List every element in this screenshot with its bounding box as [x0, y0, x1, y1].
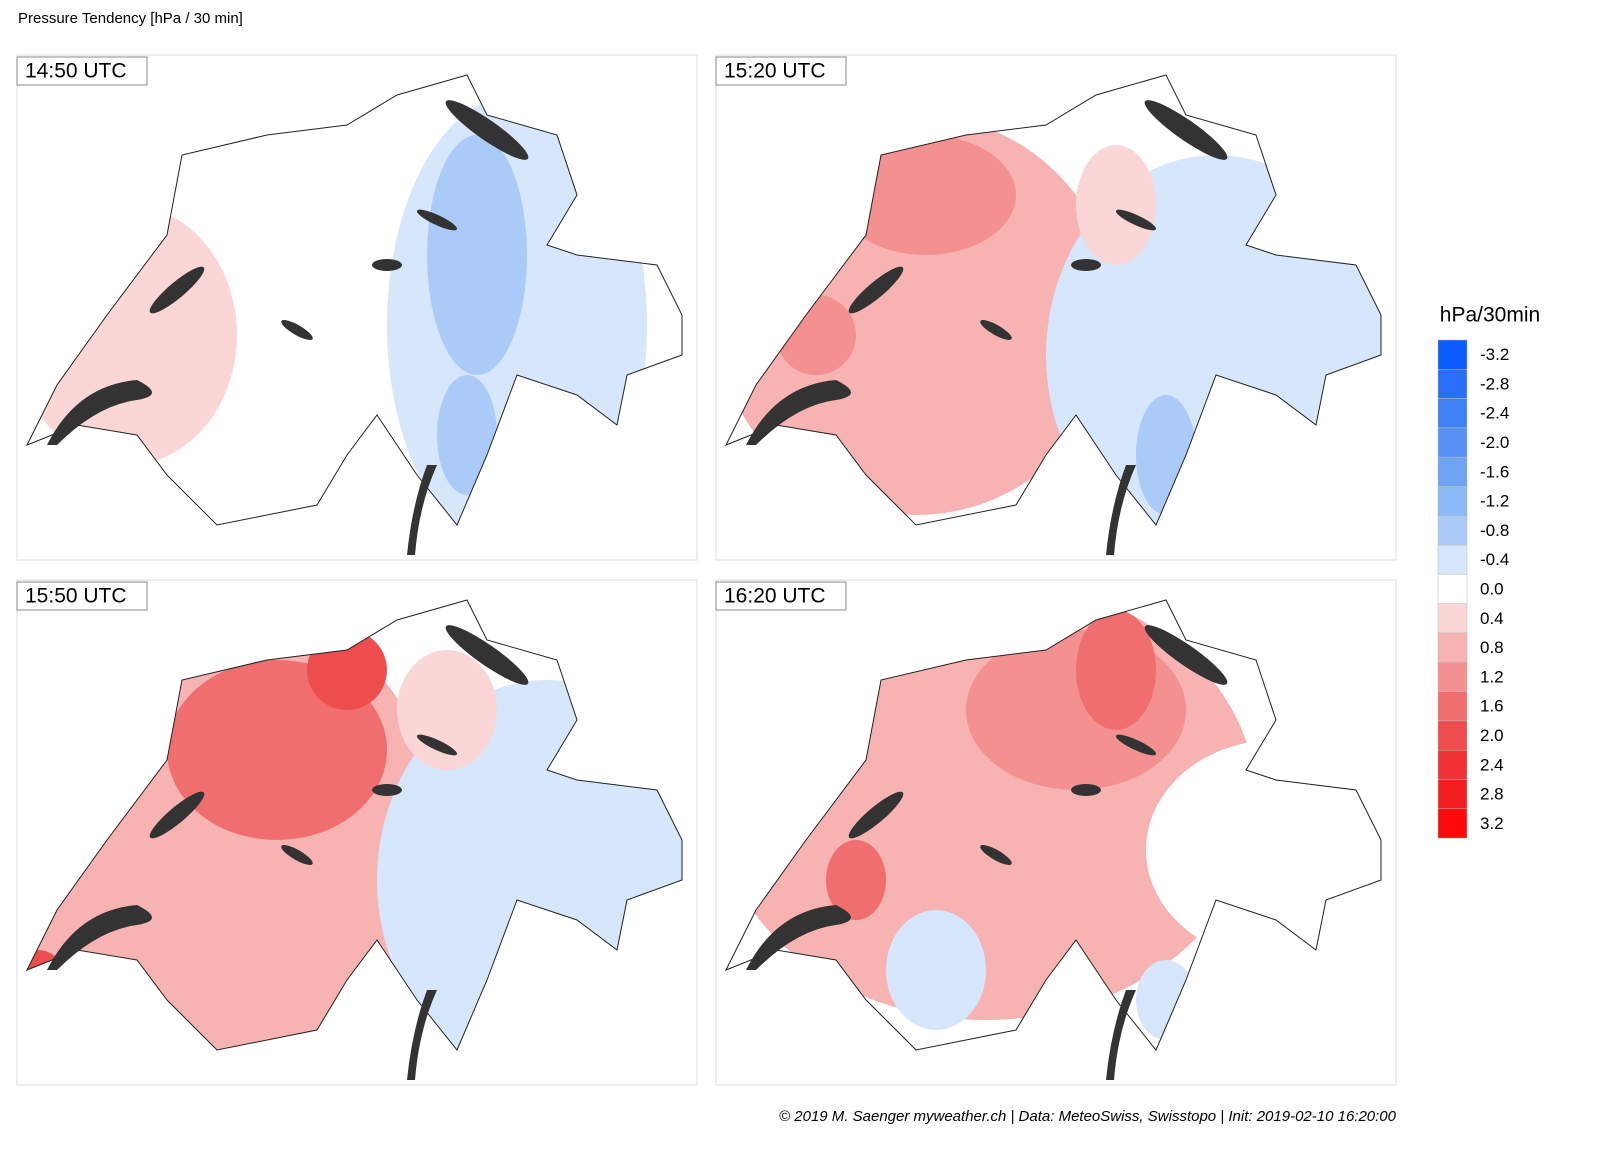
legend-label: 1.2: [1480, 667, 1504, 686]
legend-swatch: [1437, 515, 1468, 546]
panel-label: 16:20 UTC: [724, 585, 826, 608]
legend-label: 0.4: [1480, 609, 1504, 628]
figure-title: Pressure Tendency [hPa / 30 min]: [18, 10, 243, 27]
legend-label: 2.0: [1480, 726, 1504, 745]
panel: 14:50 UTC: [16, 54, 698, 561]
legend-swatch: [1437, 544, 1468, 575]
legend-swatch: [1437, 779, 1468, 810]
legend-swatch: [1437, 603, 1468, 634]
legend-label: -2.0: [1480, 433, 1509, 452]
legend-label: -2.4: [1480, 404, 1509, 423]
legend-swatch: [1437, 427, 1468, 458]
legend-swatch: [1437, 486, 1468, 517]
legend-swatch: [1437, 369, 1468, 399]
legend-swatch: [1437, 749, 1468, 780]
legend-label: 0.0: [1480, 580, 1504, 599]
legend-swatch: [1437, 691, 1468, 722]
legend-swatch: [1437, 574, 1468, 604]
legend-label: -1.6: [1480, 462, 1509, 481]
panel-label: 14:50 UTC: [25, 60, 127, 83]
legend-label: 3.2: [1480, 814, 1504, 833]
legend-swatch: [1437, 339, 1468, 370]
legend-swatch: [1437, 456, 1468, 487]
legend-label: -1.2: [1480, 492, 1509, 511]
panel-label: 15:50 UTC: [25, 585, 127, 608]
legend-label: 2.4: [1480, 755, 1504, 774]
legend-label: -3.2: [1480, 345, 1509, 364]
legend-title: hPa/30min: [1440, 304, 1540, 327]
panel: 16:20 UTC: [715, 579, 1397, 1086]
legend-swatch: [1437, 808, 1468, 839]
legend-label: -2.8: [1480, 374, 1509, 393]
legend-swatch: [1437, 398, 1468, 429]
legend-label: -0.8: [1480, 521, 1509, 540]
legend-label: 1.6: [1480, 697, 1504, 716]
panel-label: 15:20 UTC: [724, 60, 826, 83]
legend-label: 0.8: [1480, 638, 1504, 657]
panel: 15:20 UTC: [715, 54, 1397, 561]
legend-swatch: [1437, 632, 1468, 663]
panel: 15:50 UTC: [16, 579, 698, 1086]
legend-swatch: [1437, 720, 1468, 751]
legend-label: 2.8: [1480, 785, 1504, 804]
footer: © 2019 M. Saenger myweather.ch | Data: M…: [779, 1108, 1397, 1125]
legend-swatch: [1437, 662, 1468, 692]
legend-label: -0.4: [1480, 550, 1509, 569]
